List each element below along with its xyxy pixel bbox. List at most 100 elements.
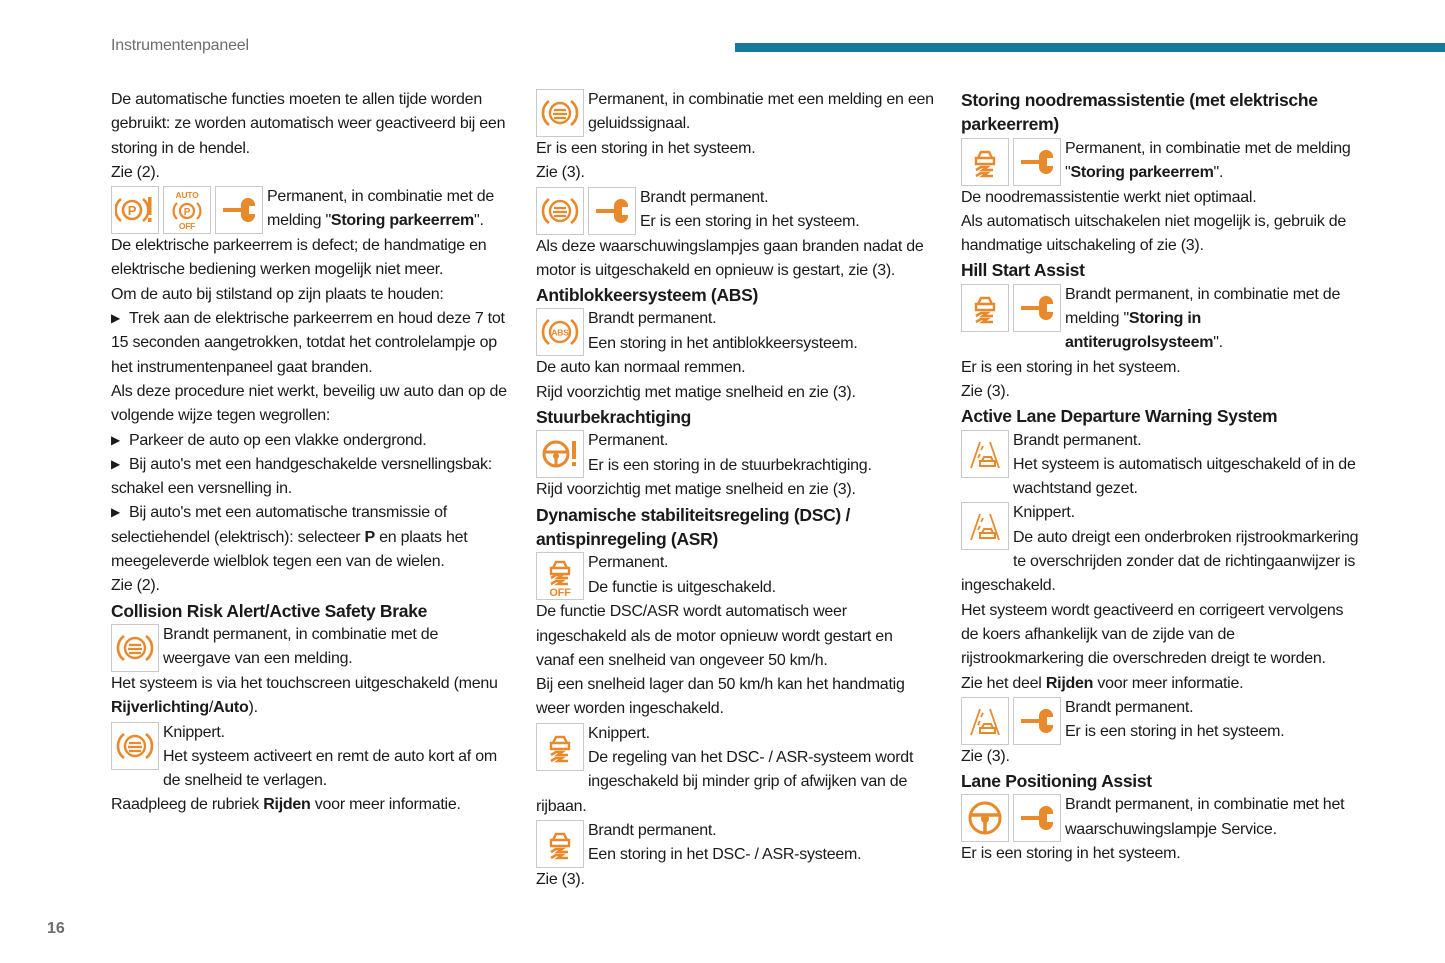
text-run: Zie (3). <box>961 382 1010 400</box>
paragraph: De functie DSC/ASR wordt automatisch wee… <box>536 600 934 673</box>
dsc-off-icon: OFF <box>536 552 584 601</box>
dsc-icon <box>536 722 584 771</box>
paragraph: Er is een storing in het systeem. <box>536 137 934 161</box>
paragraph: Raadpleeg de rubriek Rijden voor meer in… <box>111 793 509 817</box>
lamp-description: Brandt permanent. <box>961 696 1359 720</box>
text-run: Permanent, in combinatie met een melding… <box>588 91 934 133</box>
warning-lamp-icons: OFF <box>536 552 584 601</box>
section-heading: Collision Risk Alert/Active Safety Brake <box>111 599 509 623</box>
warning-lamp-entry: Knippert. Het systeem activeert en remt d… <box>111 721 509 794</box>
text-run: Er is een storing in het systeem. <box>536 140 756 157</box>
text-run: Er is een storing in het systeem. <box>961 845 1181 863</box>
wrench-icon <box>588 186 636 235</box>
warning-lamp-icons <box>961 137 1061 186</box>
text-run: Hill Start Assist <box>961 260 1085 281</box>
text-run: Lane Positioning Assist <box>961 771 1152 792</box>
paragraph: De noodremassistentie werkt niet optimaa… <box>961 186 1359 210</box>
warning-lamp-icons <box>961 502 1009 551</box>
text-run: De auto kan normaal remmen. <box>536 359 746 377</box>
text-run: ". <box>1213 163 1224 181</box>
lamp-description: Permanent, in combinatie met de melding … <box>111 185 509 234</box>
text-run: Als deze waarschuwingslampjes gaan brand… <box>536 237 924 279</box>
text-run: Brandt permanent, in combinatie met het … <box>1065 796 1345 838</box>
warning-lamp-icons <box>536 722 584 771</box>
svg-text:OFF: OFF <box>179 221 195 230</box>
section-heading: Dynamische stabiliteitsregeling (DSC) / … <box>536 503 934 552</box>
lamp-description: Een storing in het antiblokkeersysteem. <box>536 332 934 356</box>
collision-alert-icon <box>111 623 159 672</box>
warning-lamp-entry: P AUTO P OFF Permanent, in combinatie met de… <box>111 185 509 235</box>
text-run: De elektrische parkeerrem is defect; de … <box>111 237 487 279</box>
text-run: Bij auto's met een automatische transmis… <box>111 504 447 546</box>
text-run: Het systeem wordt geactiveerd en corrige… <box>961 601 1344 668</box>
lamp-description: Permanent, in combinatie met een melding… <box>536 88 934 137</box>
text-run: Brandt permanent. <box>1013 431 1142 449</box>
paragraph: Als deze procedure niet werkt, beveilig … <box>111 380 509 429</box>
lamp-description: Het systeem activeert en remt de auto ko… <box>111 745 509 794</box>
warning-lamp-icons: P AUTO P OFF <box>111 186 263 235</box>
text-run: Brandt permanent, in combinatie met de w… <box>163 625 439 668</box>
bullet-item: Bij auto's met een automatische transmis… <box>111 501 509 574</box>
text-run: Knippert. <box>588 724 650 742</box>
lamp-description: Er is een storing in het systeem. <box>961 720 1359 744</box>
text-run: Een storing in het DSC- / ASR-systeem. <box>588 846 862 864</box>
text-run: De functie DSC/ASR wordt automatisch wee… <box>536 603 893 669</box>
lamp-description: Permanent. <box>536 551 934 575</box>
warning-lamp-entry: OFF Permanent. De functie is uitgeschakeld… <box>536 551 934 601</box>
text-run: De functie is uitgeschakeld. <box>588 578 776 596</box>
paragraph: Het systeem wordt geactiveerd en corrige… <box>961 599 1359 672</box>
lamp-description: De functie is uitgeschakeld. <box>536 576 934 600</box>
text-run: Permanent, in combinatie met de melding … <box>1065 139 1351 181</box>
svg-text:P: P <box>128 203 137 218</box>
warning-lamp-entry: Permanent, in combinatie met de melding … <box>961 137 1359 186</box>
bold-text: Storing parkeerrem <box>330 212 475 230</box>
paragraph: Zie (3). <box>961 380 1359 404</box>
text-run: Er is een storing in de stuurbekrachtigi… <box>588 456 872 474</box>
text-run: Raadpleeg de rubriek <box>111 796 264 814</box>
svg-text:OFF: OFF <box>549 587 571 596</box>
text-run: Zie het deel <box>961 674 1046 692</box>
paragraph: Zie (2). <box>111 574 509 598</box>
text-run: ". <box>1213 334 1223 352</box>
paragraph: Bij een snelheid lager dan 50 km/h kan h… <box>536 673 934 722</box>
text-run: Het systeem is automatisch uitgeschakeld… <box>1013 455 1356 498</box>
text-run: Als automatisch uitschakelen niet mogeli… <box>961 212 1347 255</box>
warning-lamp-entry: Brandt permanent. Er is een storing in he… <box>536 186 934 235</box>
text-run: De auto dreigt een onderbroken rijstrook… <box>961 528 1359 595</box>
text-run: Brandt permanent. <box>640 188 769 206</box>
text-run: Het systeem is via het touchscreen uitge… <box>111 674 498 692</box>
lamp-description: Permanent. <box>536 429 934 453</box>
text-run: De automatische functies moeten te allen… <box>111 91 506 157</box>
bold-text: P <box>364 528 375 546</box>
text-run: Permanent. <box>588 554 669 572</box>
lamp-description: Brandt permanent. <box>536 819 934 843</box>
section-title: Instrumentenpaneel <box>111 37 249 54</box>
text-run: Rijd voorzichtig met matige snelheid en … <box>536 383 856 401</box>
warning-lamp-entry: Permanent, in combinatie met een melding… <box>536 88 934 137</box>
header-accent-bar <box>735 43 1445 52</box>
page-number: 16 <box>47 920 65 937</box>
lamp-description: De auto dreigt een onderbroken rijstrook… <box>961 526 1359 599</box>
text-run: Stuurbekrachtiging <box>536 407 692 428</box>
bold-text: Rijden <box>263 796 311 814</box>
section-heading: Antiblokkeersysteem (ABS) <box>536 283 934 307</box>
wrench-icon <box>215 186 263 235</box>
wrench-icon <box>1013 696 1061 745</box>
paragraph: De elektrische parkeerrem is defect; de … <box>111 234 509 283</box>
wrench-icon <box>1013 794 1061 843</box>
text-run: ). <box>248 699 259 717</box>
svg-text:ABS: ABS <box>551 328 569 338</box>
abs-icon: ABS <box>536 308 584 357</box>
paragraph: Zie (3). <box>536 161 934 185</box>
column-middle: Permanent, in combinatie met een melding… <box>536 88 934 892</box>
lamp-description: Permanent, in combinatie met de melding … <box>961 137 1359 186</box>
warning-lamp-entry: Brandt permanent, in combinatie met de w… <box>111 623 509 672</box>
lamp-description: Brandt permanent, in combinatie met de w… <box>111 623 509 672</box>
dsc-icon <box>536 819 584 868</box>
collision-alert-icon <box>536 186 584 235</box>
lamp-description: De regeling van het DSC- / ASR-systeem w… <box>536 746 934 819</box>
svg-text:AUTO: AUTO <box>176 190 200 200</box>
paragraph: De automatische functies moeten te allen… <box>111 88 509 161</box>
warning-lamp-entry: Brandt permanent. Er is een storing in he… <box>961 696 1359 745</box>
lamp-description: Een storing in het DSC- / ASR-systeem. <box>536 843 934 867</box>
